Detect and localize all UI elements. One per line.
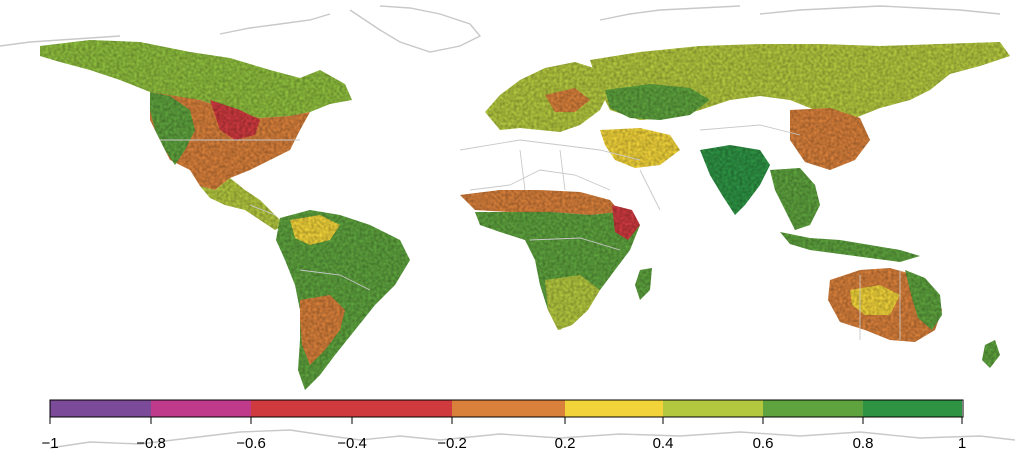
colorbar-frame [49, 399, 964, 418]
tick-label: −0.6 [236, 435, 266, 452]
tick-label: 1 [958, 435, 966, 452]
colorbar-bin [565, 400, 663, 417]
grid-speckle [40, 40, 1010, 390]
tick-label: −1 [41, 435, 58, 452]
colorbar-bin [50, 400, 151, 417]
colorbar-bin [863, 400, 962, 417]
colorbar-bins [50, 400, 962, 417]
tick-label: 0.6 [753, 435, 774, 452]
tick-label: −0.2 [437, 435, 467, 452]
colorbar-bin [663, 400, 763, 417]
tick-label: 0.2 [555, 435, 576, 452]
tick-label: −0.8 [136, 435, 166, 452]
colorbar-bin [151, 400, 251, 417]
country-borders [160, 124, 901, 340]
colorbar-bin [251, 400, 452, 417]
colorbar-bin [452, 400, 565, 417]
colorbar: −1 −0.8 −0.6 −0.4 −0.2 0.2 0.4 0.6 0.8 1 [41, 399, 966, 452]
tick-label: 0.4 [653, 435, 674, 452]
colorbar-ticks [49, 417, 963, 424]
colorbar-bin [763, 400, 863, 417]
polar-coastlines [0, 5, 1015, 449]
colorbar-tick-labels: −1 −0.8 −0.6 −0.4 −0.2 0.2 0.4 0.6 0.8 1 [41, 435, 966, 452]
tick-label: 0.8 [853, 435, 874, 452]
tick-label: −0.4 [337, 435, 367, 452]
